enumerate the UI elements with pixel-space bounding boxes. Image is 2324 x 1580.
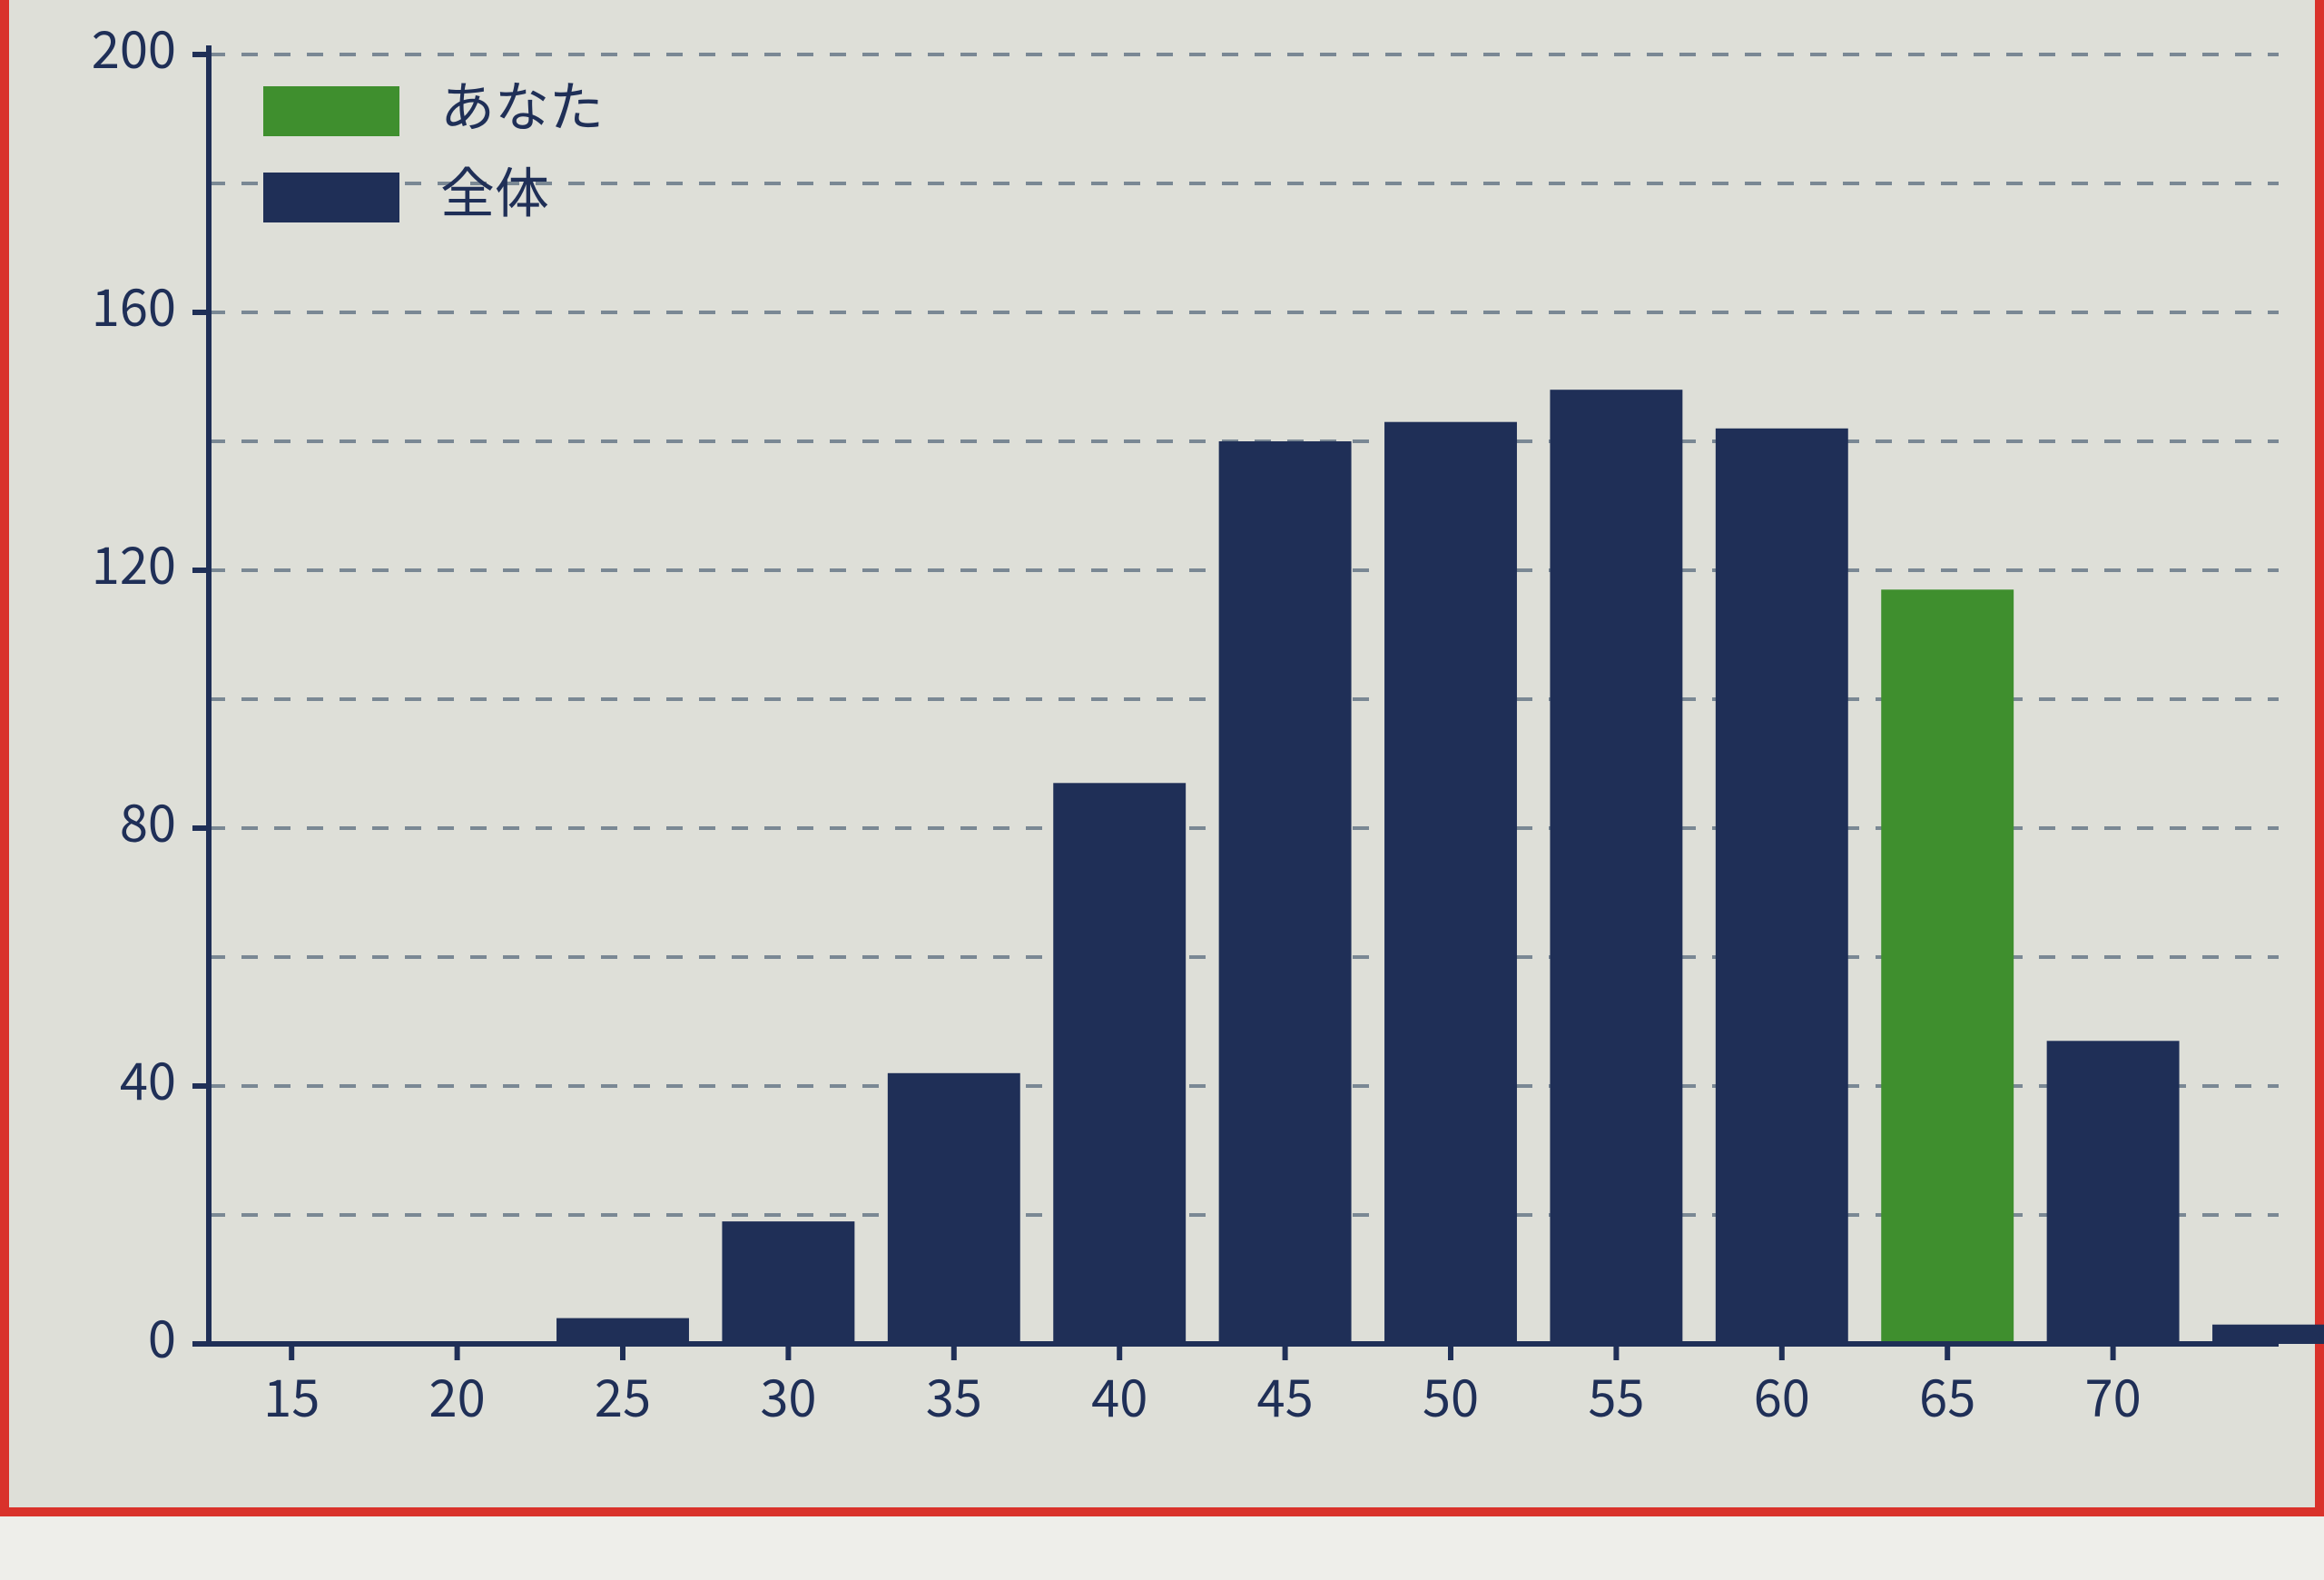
- x-tick-label: 50: [1423, 1358, 1479, 1432]
- x-tick-label: 60: [1754, 1358, 1810, 1432]
- y-tick-label: 80: [120, 784, 176, 857]
- legend-swatch: [263, 86, 399, 136]
- bar: [1716, 429, 1848, 1344]
- x-tick-label: 35: [926, 1358, 982, 1432]
- x-tick-label: 45: [1257, 1358, 1314, 1432]
- x-tick-label: 20: [429, 1358, 486, 1432]
- bar: [2047, 1041, 2180, 1344]
- x-tick-label: 65: [1919, 1358, 1975, 1432]
- bar: [1384, 422, 1517, 1344]
- x-tick-label: 55: [1588, 1358, 1644, 1432]
- x-tick-label: 15: [263, 1358, 320, 1432]
- y-tick-label: 40: [120, 1042, 176, 1115]
- bar: [888, 1073, 1020, 1344]
- legend-label: 全体: [440, 150, 549, 229]
- y-tick-label: 200: [92, 10, 176, 84]
- bar: [556, 1318, 689, 1344]
- x-tick-label: 25: [595, 1358, 651, 1432]
- bar: [1881, 589, 2014, 1344]
- y-tick-label: 0: [148, 1299, 176, 1373]
- bar: [1053, 783, 1186, 1344]
- bar: [1550, 390, 1682, 1344]
- bar: [2212, 1325, 2324, 1344]
- x-tick-label: 40: [1091, 1358, 1147, 1432]
- y-tick-label: 120: [92, 526, 176, 599]
- y-tick-label: 160: [92, 268, 176, 341]
- bar: [1219, 441, 1352, 1344]
- histogram-chart: 0 40 80 120 160 200 15 20 25 30 35 40 45 50 55 60 65 70 あな…: [0, 0, 2324, 1580]
- legend-swatch: [263, 173, 399, 222]
- chart-frame: 0 40 80 120 160 200 15 20 25 30 35 40 45 50 55 60 65 70 あな…: [0, 0, 2324, 1580]
- legend-label: あなた: [440, 64, 604, 143]
- x-tick-label: 70: [2085, 1358, 2142, 1432]
- x-tick-label: 30: [760, 1358, 816, 1432]
- bar: [722, 1221, 854, 1344]
